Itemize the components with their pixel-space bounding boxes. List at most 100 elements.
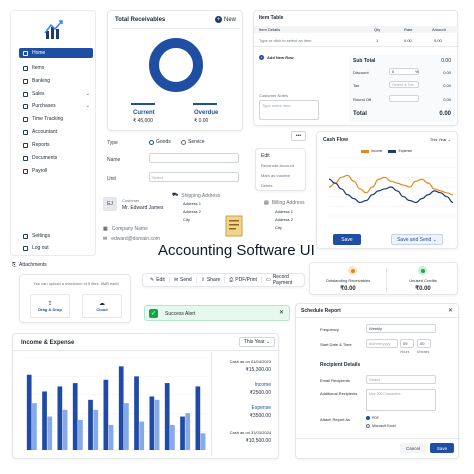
sidebar-item-time-tracking[interactable]: Time Tracking [19,114,93,124]
toolbar-record-payment-button[interactable]: ▭ Record Payment [265,274,293,286]
tax-select[interactable]: Select a Tax [389,81,419,88]
document-icon: ▤ [264,200,269,206]
tax-label: Tax [353,83,360,88]
hour-select[interactable]: 09 [400,339,414,348]
more-button[interactable]: ••• [291,131,306,141]
discount-unit[interactable]: % [415,69,419,74]
discount-input[interactable]: 0 [389,68,419,75]
round-off-input[interactable] [389,95,419,102]
drag-drop-button[interactable]: ⇪ Drag & Drop [30,294,70,318]
minutes-label: Minutes [417,350,430,354]
radio-pdf[interactable]: PDF [366,416,379,420]
close-icon[interactable]: ✕ [278,310,284,316]
income-expense-period-select[interactable]: This Year ⌄ [239,337,275,347]
receivables-donut [149,38,203,92]
notes-input[interactable]: Type notes here [259,100,319,120]
type-label: Type [107,140,118,146]
new-button[interactable]: + New [214,16,236,23]
menu-item-reconcile[interactable]: Reconcile Account [261,163,294,168]
round-off-label: Round Off [353,97,372,102]
current-marker [131,103,155,105]
divider [13,350,280,351]
divider [386,268,387,292]
menu-item-edit[interactable]: Edit [261,153,270,159]
menu-item-mark-inactive[interactable]: Mark as Inactive [261,173,291,178]
schedule-save-button[interactable]: Save [430,443,454,453]
upload-icon: ⇪ [47,301,53,307]
sidebar-item-banking[interactable]: Banking [19,76,93,86]
totals-panel: Sub Total 0.00 Discount 0 % 0.00 Tax Sel… [349,55,455,123]
billing-city: City [275,225,282,230]
radio-service[interactable]: Service [181,139,205,145]
frequency-select[interactable]: Weekly [366,324,436,333]
sidebar-item-logout[interactable]: Log out [19,243,93,253]
sidebar-item-purchases[interactable]: Purchases ⌄ [19,101,93,111]
radio-excel[interactable]: Microsoft Excel [366,424,396,428]
success-alert: ✓ Success Alert ✕ [144,305,290,321]
cashflow-card: Cash Flow This Year ⌄ Income Expense [316,131,458,249]
save-button[interactable]: Save [333,234,361,245]
toolbar-edit-button[interactable]: ✎ Edit [146,277,170,283]
additional-recipients-label: Additional Recipients [320,391,358,396]
save-and-send-button[interactable]: Save and Send ⌄ [391,234,443,245]
attachments-header: ⎘ Attachments [12,262,47,268]
plus-icon: + [259,55,264,60]
shipping-address-1: Address 1 [183,201,202,206]
customer-name[interactable]: Mr. Edward James [122,205,164,211]
unused-credits-value: ₹0.00 [415,286,431,292]
start-date-input[interactable]: dd/mm/yyyy [366,339,398,348]
bar-income [57,386,63,450]
sidebar-item-documents[interactable]: Documents [19,153,93,163]
bar-income [134,376,139,450]
frequency-label: Frequency [320,327,339,332]
mail-icon: ✉ [103,236,108,242]
name-input[interactable] [149,153,239,163]
sidebar-item-items[interactable]: Items [19,63,93,73]
cash-start-label: Cash as on 01/04/2023 [229,359,271,364]
close-icon[interactable]: ✕ [447,308,453,314]
legend-expense: Expense [398,149,413,153]
add-row-button[interactable]: + Add New Row [259,55,294,60]
cancel-button[interactable]: Cancel [400,443,426,453]
notes-label: Customer Notes [259,93,288,98]
toolbar-share-button[interactable]: ⇧ Share [197,277,226,283]
shipping-city: City [183,217,190,222]
reports-icon [23,142,28,148]
cloud-button[interactable]: ☁ Cloud [82,294,122,318]
bank-icon [23,78,28,84]
rate-input[interactable]: 0.00 [404,38,412,43]
expense-value: ₹3500.00 [249,413,271,419]
divider [296,317,460,318]
additional-recipients-input[interactable]: Max 200 Characters [366,389,436,411]
item-select-input[interactable]: Type or click to select an item [259,38,312,43]
sidebar-item-payroll[interactable]: Payroll [19,166,93,176]
legend-swatch-expense [388,149,397,153]
schedule-report-card: Schedule Report ✕ Frequency Weekly Start… [295,303,460,459]
email-recipients-select[interactable]: Select [366,375,436,384]
billing-address-2: Address 2 [275,217,294,222]
context-menu: Edit Reconcile Account Mark as Inactive … [255,148,306,191]
radio-goods[interactable]: Goods [149,139,171,145]
accountant-icon [23,129,28,135]
sidebar-item-reports[interactable]: Reports [19,140,93,150]
paperclip-icon: ⎘ [12,262,17,268]
toolbar-send-button[interactable]: ✉ Send [170,277,197,283]
minute-select[interactable]: 00 [417,339,431,348]
sidebar-item-settings[interactable]: Settings [19,231,93,241]
cash-end-label: Cash as on 31/03/2024 [229,430,271,435]
sidebar-item-accountant[interactable]: Accountant [19,127,93,137]
home-icon [23,50,28,56]
sidebar-item-sales[interactable]: Sales ⌄ [19,89,93,99]
income-expense-bar-chart [25,357,209,451]
clock-icon [23,116,28,122]
bar-expense [62,409,68,450]
total-value: 0.00 [439,111,451,117]
qty-input[interactable]: 1 [376,38,379,43]
unit-select[interactable]: Select [149,172,239,182]
cashflow-period-select[interactable]: This Year ⌄ [429,137,451,142]
bar-income [42,391,47,450]
toolbar-pdf-print-button[interactable]: ⎙ PDF/Print [225,277,262,283]
menu-item-delete[interactable]: Delete [261,183,273,188]
sidebar-item-home[interactable]: Home [19,48,93,58]
company-row: ▦ Company Name [103,226,148,232]
